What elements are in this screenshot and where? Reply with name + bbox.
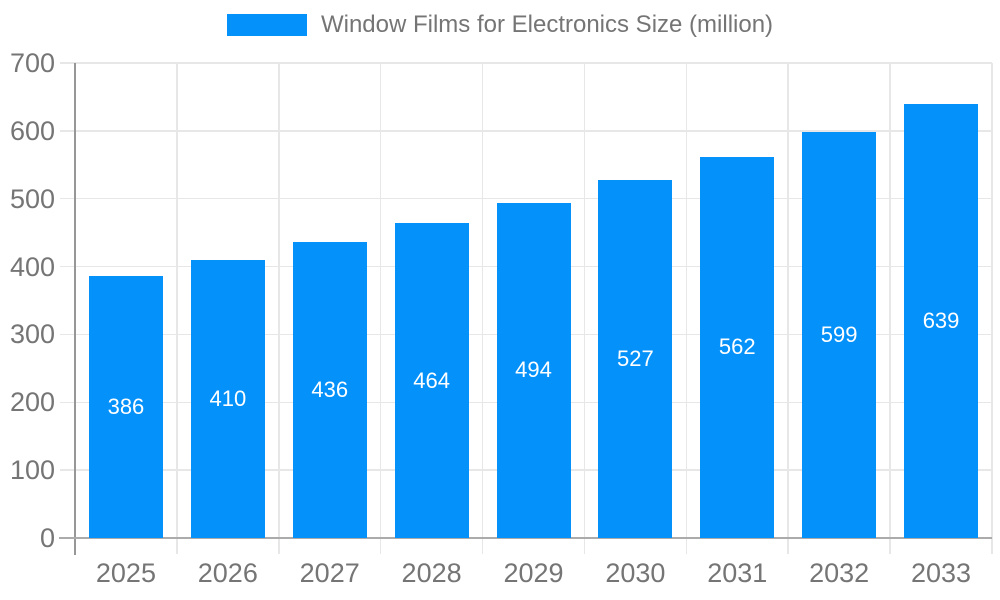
x-gridline [481,63,484,538]
y-tick-label: 300 [9,319,55,350]
x-tick-label-2025: 2025 [95,558,156,588]
x-tick-mark [991,538,993,554]
y-tick-mark [60,265,75,268]
x-tick-mark [685,538,688,554]
y-gridline [75,130,992,132]
y-tick-mark [60,130,75,132]
x-gridline [889,63,891,538]
bar-2025: 386 [88,276,163,538]
x-gridline [991,63,993,538]
y-tick-mark [60,401,75,404]
x-tick-label-2033: 2033 [911,558,972,588]
bar-value-label: 464 [413,367,450,393]
x-tick-label-2032: 2032 [809,558,870,588]
x-gridline [583,63,586,538]
y-tick-label: 0 [39,523,55,553]
x-tick-label-2027: 2027 [299,558,360,588]
chart-legend: Window Films for Electronics Size (milli… [0,11,1000,39]
y-axis-line [73,63,76,555]
x-tick-label-2029: 2029 [503,558,564,588]
legend-label: Window Films for Electronics Size (milli… [320,11,774,38]
bar-2031: 562 [700,156,775,538]
y-gridline [75,62,992,64]
bar-value-label: 639 [922,308,960,334]
bar-value-label: 527 [617,346,654,372]
bar-2029: 494 [496,202,571,538]
x-tick-mark [176,538,178,554]
bar-2032: 599 [802,131,877,538]
x-gridline [278,63,280,538]
x-tick-label-2030: 2030 [605,558,666,588]
x-gridline [787,63,789,538]
y-tick-label: 600 [9,115,55,146]
y-gridline [75,197,992,200]
x-tick-mark [379,538,382,554]
y-tick-mark [60,62,75,64]
bar-2028: 464 [394,223,469,538]
bar-2027: 436 [292,242,367,538]
y-tick-label: 200 [9,387,55,418]
y-tick-label: 500 [9,183,55,214]
x-gridline [685,63,688,538]
x-tick-mark [481,538,484,554]
y-tick-mark [60,197,75,200]
bar-value-label: 494 [515,357,552,383]
y-tick-mark [60,469,75,471]
x-gridline [379,63,382,538]
bar-2030: 527 [598,180,673,538]
y-tick-mark [60,333,75,336]
x-tick-label-2026: 2026 [197,558,258,588]
x-tick-label-2031: 2031 [707,558,768,588]
bar-value-label: 386 [107,394,145,420]
bar-value-label: 436 [311,377,349,403]
bar-value-label: 599 [820,321,858,347]
x-tick-mark [583,538,586,554]
y-tick-label: 700 [9,48,55,78]
bar-value-label: 562 [718,334,756,360]
y-tick-label: 400 [9,251,55,282]
x-gridline [176,63,178,538]
x-tick-mark [787,538,789,554]
y-tick-label: 100 [9,455,55,486]
bar-2026: 410 [190,259,265,538]
x-tick-mark [889,538,891,554]
bar-2033: 639 [904,104,979,538]
bar-value-label: 410 [209,385,247,411]
legend-swatch [226,14,307,36]
x-tick-mark [278,538,280,554]
x-tick-label-2028: 2028 [401,558,462,588]
